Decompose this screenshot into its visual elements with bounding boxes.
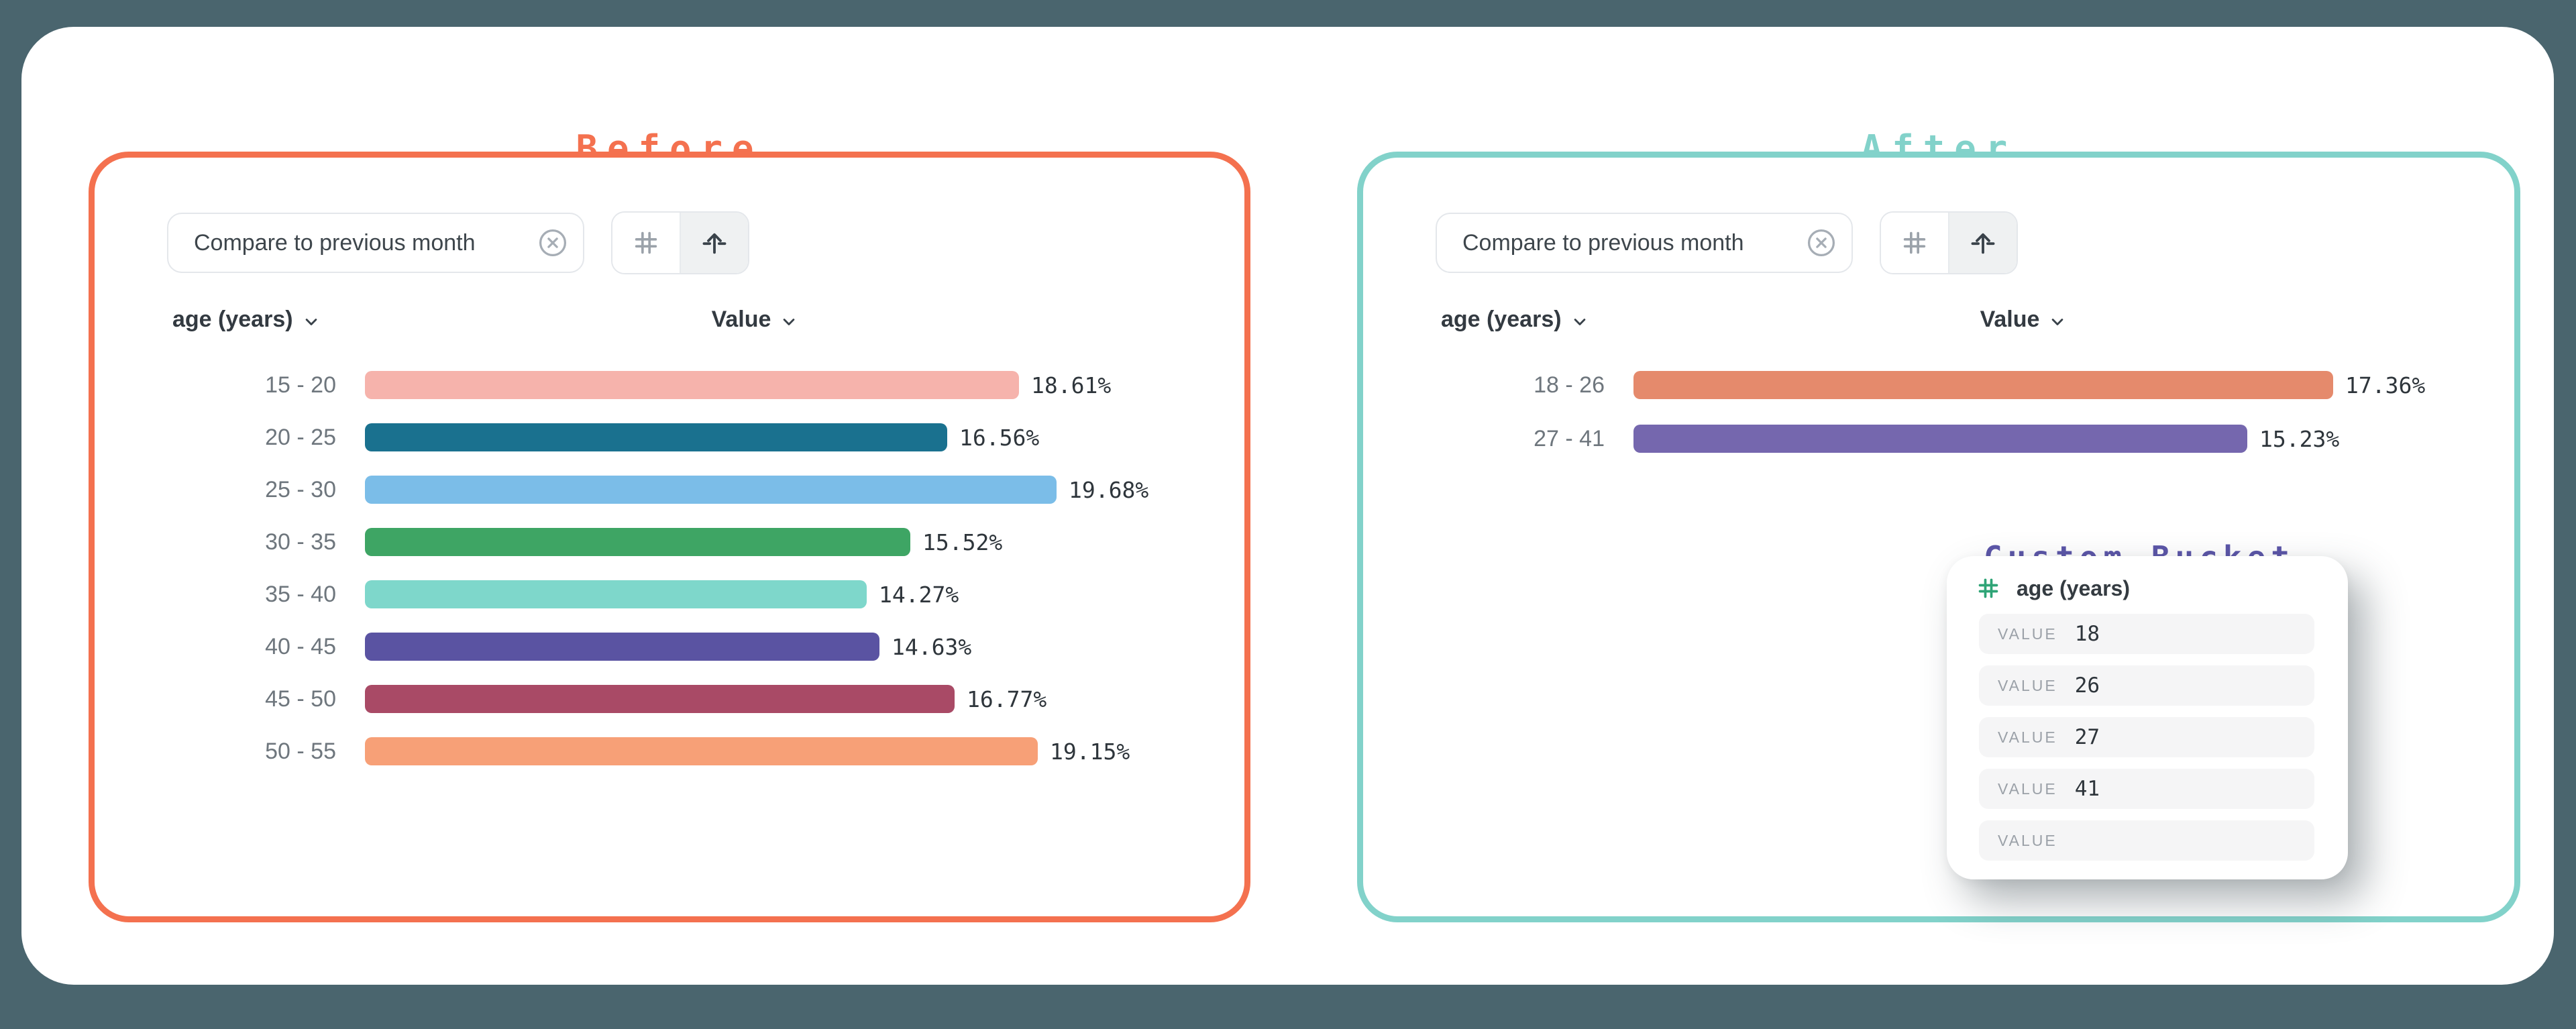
bar-value-label: 19.15% bbox=[1050, 738, 1130, 765]
bar-row: 30 - 35 15.52% bbox=[95, 528, 1231, 556]
bar-value-label: 17.36% bbox=[2345, 372, 2426, 398]
bar-value-label: 14.63% bbox=[892, 633, 972, 660]
value-caption: VALUE bbox=[1998, 728, 2057, 746]
dimension-column-header[interactable]: age (years) bbox=[1441, 307, 1590, 333]
chevron-down-icon[interactable] bbox=[779, 312, 799, 332]
segment-filter-label: Compare to previous month bbox=[1462, 229, 1744, 256]
bucket-field-header: age (years) bbox=[1975, 575, 2130, 602]
bar-category-label: 35 - 40 bbox=[265, 581, 336, 607]
bar-category-label: 50 - 55 bbox=[265, 738, 336, 764]
bar[interactable] bbox=[1633, 371, 2333, 399]
bar-row: 45 - 50 16.77% bbox=[95, 685, 1231, 713]
bucket-value-input[interactable]: VALUE 27 bbox=[1979, 717, 2314, 757]
value-caption: VALUE bbox=[1998, 831, 2057, 849]
sort-ascending-button[interactable] bbox=[681, 213, 748, 273]
chevron-down-icon[interactable] bbox=[301, 312, 321, 332]
bucket-value-input[interactable]: VALUE 18 bbox=[1979, 614, 2314, 654]
bar-category-label: 20 - 25 bbox=[265, 424, 336, 450]
custom-bucket-popup: age (years) VALUE 18 VALUE 26 VALUE 27 VALUE 41… bbox=[1947, 556, 2348, 879]
after-panel: Compare to previous month bbox=[1357, 152, 2520, 922]
bar[interactable] bbox=[365, 580, 867, 608]
chevron-down-icon[interactable] bbox=[1570, 312, 1590, 332]
bar-value-label: 19.68% bbox=[1069, 476, 1149, 503]
bucket-value: 41 bbox=[2074, 777, 2100, 801]
dimension-column-header[interactable]: age (years) bbox=[172, 307, 321, 333]
bar-row: 18 - 26 17.36% bbox=[1363, 371, 2501, 399]
value-caption: VALUE bbox=[1998, 625, 2057, 643]
after-bar-rows: 18 - 26 17.36% 27 - 41 15.23% bbox=[1363, 371, 2501, 478]
bucket-value-input[interactable]: VALUE bbox=[1979, 820, 2314, 861]
main-card: Before After Compare to previous month bbox=[21, 27, 2554, 985]
bucket-value: 26 bbox=[2074, 673, 2100, 698]
bar-row: 25 - 30 19.68% bbox=[95, 476, 1231, 504]
bar[interactable] bbox=[365, 423, 947, 451]
bar-value-label: 16.56% bbox=[959, 424, 1040, 451]
bar[interactable] bbox=[365, 737, 1038, 765]
bar-category-label: 18 - 26 bbox=[1534, 372, 1605, 398]
bar-value-label: 15.52% bbox=[922, 529, 1003, 555]
bar[interactable] bbox=[365, 685, 955, 713]
bar[interactable] bbox=[365, 633, 879, 661]
chart-header: age (years) Value bbox=[1363, 307, 2514, 337]
bar[interactable] bbox=[1633, 425, 2247, 453]
before-bar-rows: 15 - 20 18.61% 20 - 25 16.56% 25 - 30 19.68% 3… bbox=[95, 371, 1231, 790]
hash-icon bbox=[635, 231, 657, 254]
bar-category-label: 45 - 50 bbox=[265, 686, 336, 712]
bar[interactable] bbox=[365, 528, 910, 556]
bucket-value-input[interactable]: VALUE 26 bbox=[1979, 665, 2314, 706]
chevron-down-icon[interactable] bbox=[2047, 312, 2068, 332]
bar-row: 50 - 55 19.15% bbox=[95, 737, 1231, 765]
segment-filter-pill[interactable]: Compare to previous month bbox=[167, 213, 584, 273]
segment-filter-pill[interactable]: Compare to previous month bbox=[1436, 213, 1853, 273]
arrow-up-icon bbox=[1971, 233, 1995, 254]
bar-value-label: 14.27% bbox=[879, 581, 959, 608]
bucket-value: 27 bbox=[2074, 725, 2100, 749]
bar-category-label: 27 - 41 bbox=[1534, 425, 1605, 451]
bar-value-label: 18.61% bbox=[1031, 372, 1112, 398]
measure-column-header[interactable]: Value bbox=[1940, 307, 2108, 333]
measure-column-header[interactable]: Value bbox=[672, 307, 839, 333]
bar-category-label: 30 - 35 bbox=[265, 529, 336, 555]
bucket-value: 18 bbox=[2074, 622, 2100, 646]
segment-filter-label: Compare to previous month bbox=[194, 229, 476, 256]
bucket-value-input[interactable]: VALUE 41 bbox=[1979, 769, 2314, 809]
bar-row: 40 - 45 14.63% bbox=[95, 633, 1231, 661]
bar-row: 15 - 20 18.61% bbox=[95, 371, 1231, 399]
bar[interactable] bbox=[365, 371, 1019, 399]
bar-category-label: 40 - 45 bbox=[265, 633, 336, 659]
bucket-value-rows: VALUE 18 VALUE 26 VALUE 27 VALUE 41 VALUE bbox=[1979, 614, 2314, 872]
bar-value-label: 15.23% bbox=[2259, 425, 2340, 452]
numeric-format-button[interactable] bbox=[1881, 213, 1949, 273]
bar-row: 27 - 41 15.23% bbox=[1363, 425, 2501, 453]
value-caption: VALUE bbox=[1998, 779, 2057, 798]
hash-icon bbox=[1978, 578, 1998, 598]
value-format-toggle bbox=[1880, 211, 2018, 274]
bar-row: 35 - 40 14.27% bbox=[95, 580, 1231, 608]
hash-icon bbox=[1903, 231, 1926, 254]
value-format-toggle bbox=[611, 211, 749, 274]
bucket-field-label: age (years) bbox=[2017, 576, 2130, 600]
bar-value-label: 16.77% bbox=[967, 686, 1047, 712]
arrow-up-icon bbox=[702, 233, 727, 254]
bar-category-label: 15 - 20 bbox=[265, 372, 336, 398]
before-panel: Compare to previous month bbox=[89, 152, 1250, 922]
chart-header: age (years) Value bbox=[95, 307, 1244, 337]
circle-x-icon[interactable] bbox=[537, 227, 568, 258]
bar-category-label: 25 - 30 bbox=[265, 476, 336, 502]
numeric-format-button[interactable] bbox=[612, 213, 681, 273]
value-caption: VALUE bbox=[1998, 676, 2057, 694]
bar-row: 20 - 25 16.56% bbox=[95, 423, 1231, 451]
bar[interactable] bbox=[365, 476, 1057, 504]
circle-x-icon[interactable] bbox=[1806, 227, 1837, 258]
sort-ascending-button[interactable] bbox=[1949, 213, 2017, 273]
